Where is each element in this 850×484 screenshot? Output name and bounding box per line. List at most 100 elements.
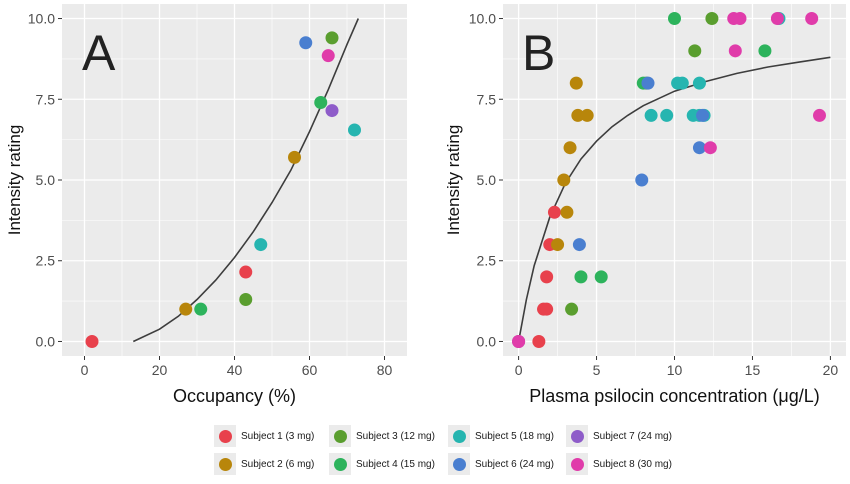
y-tick-label: 10.0	[469, 11, 496, 27]
data-point	[644, 108, 658, 122]
y-tick-label: 0.0	[36, 333, 56, 349]
data-point	[571, 108, 585, 122]
x-tick-label: 0	[81, 362, 89, 378]
y-tick-label: 5.0	[36, 172, 56, 188]
data-point	[758, 44, 772, 58]
data-point	[179, 302, 193, 316]
legend-item: Subject 3 (12 mg)	[329, 425, 435, 447]
data-point	[696, 108, 710, 122]
data-point	[194, 302, 208, 316]
data-point	[812, 108, 826, 122]
fit-curve	[517, 56, 831, 342]
data-point	[532, 334, 546, 348]
x-tick-label: 15	[745, 362, 761, 378]
data-point	[540, 270, 554, 284]
legend-marker	[333, 457, 347, 471]
x-tick-label: 5	[593, 362, 601, 378]
legend-marker	[570, 429, 584, 443]
data-point	[705, 12, 719, 26]
legend-marker	[452, 429, 466, 443]
data-point	[325, 31, 339, 45]
y-tick-label: 7.5	[477, 91, 497, 107]
x-tick-label: 0	[515, 362, 523, 378]
x-axis-label: Occupancy (%)	[173, 386, 296, 406]
legend-label: Subject 2 (6 mg)	[241, 458, 315, 470]
data-point	[557, 173, 571, 187]
legend-label: Subject 6 (24 mg)	[475, 458, 554, 470]
legend-marker	[218, 429, 232, 443]
data-point	[675, 76, 689, 90]
data-point	[733, 12, 747, 26]
data-point	[239, 292, 253, 306]
data-point	[594, 270, 608, 284]
legend-item: Subject 6 (24 mg)	[448, 453, 554, 475]
data-point	[540, 302, 554, 316]
legend-item: Subject 2 (6 mg)	[214, 453, 314, 475]
x-tick-label: 60	[302, 362, 318, 378]
data-point	[239, 265, 253, 279]
legend-marker	[218, 457, 232, 471]
data-point	[728, 44, 742, 58]
legend-label: Subject 1 (3 mg)	[241, 430, 315, 442]
panel-label: B	[522, 25, 555, 81]
data-point	[572, 238, 586, 252]
legend-item: Subject 5 (18 mg)	[448, 425, 554, 447]
y-tick-label: 5.0	[477, 172, 497, 188]
x-tick-label: 20	[823, 362, 839, 378]
y-tick-label: 2.5	[36, 253, 56, 269]
data-point	[551, 238, 565, 252]
legend-label: Subject 8 (30 mg)	[593, 458, 672, 470]
legend-marker	[333, 429, 347, 443]
x-tick-label: 10	[667, 362, 683, 378]
data-point	[563, 141, 577, 155]
data-point	[299, 36, 313, 50]
data-point	[348, 123, 361, 137]
y-tick-label: 2.5	[477, 253, 497, 269]
y-tick-label: 10.0	[28, 11, 55, 27]
x-tick-label: 40	[227, 362, 243, 378]
data-point	[565, 302, 579, 316]
data-point	[805, 12, 819, 26]
x-tick-label: 20	[152, 362, 168, 378]
data-point	[569, 76, 583, 90]
data-point	[660, 108, 674, 122]
data-point	[560, 205, 574, 219]
data-point	[574, 270, 588, 284]
data-point	[288, 150, 301, 164]
data-point	[321, 49, 335, 63]
x-axis-label: Plasma psilocin concentration (μg/L)	[529, 386, 820, 406]
data-point	[254, 238, 268, 252]
data-point	[512, 334, 526, 348]
fit-curve	[132, 18, 360, 343]
data-point	[635, 173, 649, 187]
data-point	[325, 104, 339, 118]
data-point	[641, 76, 655, 90]
legend-marker	[570, 457, 584, 471]
y-axis-label: Intensity rating	[5, 125, 24, 236]
data-point	[668, 12, 681, 26]
legend: Subject 1 (3 mg) Subject 2 (6 mg) Subjec…	[198, 415, 672, 481]
data-point	[314, 95, 328, 109]
legend-marker	[452, 457, 466, 471]
data-point	[770, 12, 784, 26]
data-point	[692, 141, 706, 155]
data-point	[703, 141, 717, 155]
data-point	[85, 334, 99, 348]
y-tick-label: 7.5	[36, 91, 56, 107]
data-point	[547, 205, 561, 219]
legend-item: Subject 8 (30 mg)	[566, 453, 672, 475]
data-point	[580, 108, 594, 122]
data-point	[688, 44, 702, 58]
panel-a: 0 20 40 60 80 0.0 2.5 5.0 7.5 10.0 A Occupancy (%) I…	[5, 4, 407, 406]
panel-b: 0 5 10 15 20 0.0 2.5 5.0 7.5 10.0 B Plasma psilocin…	[444, 4, 846, 406]
legend-label: Subject 7 (24 mg)	[593, 430, 672, 442]
legend-item: Subject 1 (3 mg)	[214, 425, 314, 447]
legend-item: Subject 4 (15 mg)	[329, 453, 435, 475]
legend-label: Subject 4 (15 mg)	[356, 458, 435, 470]
data-point	[692, 76, 706, 90]
legend-item: Subject 7 (24 mg)	[566, 425, 672, 447]
y-axis-label: Intensity rating	[444, 125, 463, 236]
legend-label: Subject 3 (12 mg)	[356, 430, 435, 442]
legend-label: Subject 5 (18 mg)	[475, 430, 554, 442]
